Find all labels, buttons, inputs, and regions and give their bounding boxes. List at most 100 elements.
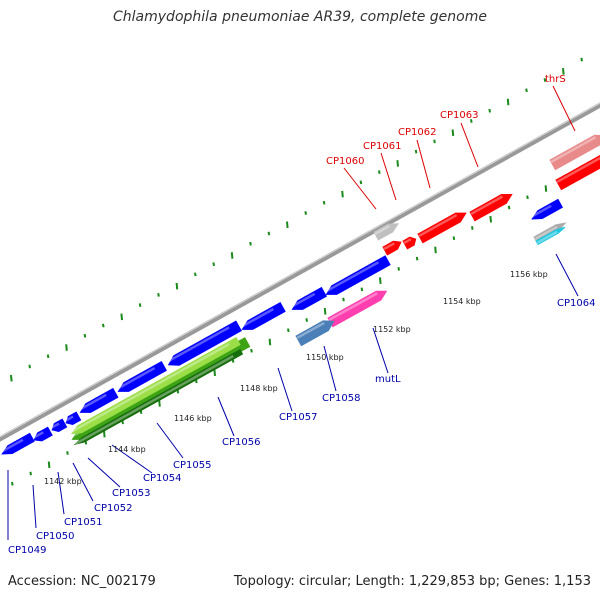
gene-cp1050-shine	[32, 431, 44, 440]
scale-tick	[525, 88, 528, 93]
label-reverse: CP1049	[8, 545, 46, 556]
gene-cp1060-shape	[382, 240, 402, 256]
gene-cp1061-shine	[403, 238, 412, 245]
scale-tick	[103, 430, 106, 438]
gene-cp1051	[50, 418, 68, 433]
scale-tick	[249, 241, 252, 246]
scale-tick	[488, 108, 491, 113]
gene-cp1054	[116, 361, 167, 392]
scale-tick	[562, 67, 565, 75]
scale-tick	[250, 348, 253, 353]
scale-tick	[194, 272, 197, 277]
gene-cp1049-shine	[0, 438, 24, 454]
gene-cp1062-shape	[417, 212, 467, 244]
gene-cp1064-cyan	[535, 226, 566, 246]
scale-tick	[323, 307, 327, 315]
scale-tick	[29, 471, 32, 476]
gene-cp1060	[382, 240, 402, 256]
gene-cp1055-shine	[166, 326, 230, 364]
label-reverse: CP1055	[173, 460, 211, 471]
scale-tick	[470, 119, 473, 123]
map-title: Chlamydophila pneumoniae AR39, complete …	[113, 9, 487, 25]
leader-reverse	[372, 327, 389, 374]
accession-text: Accession: NC_002179	[8, 574, 156, 589]
gene-cp1058-shine	[290, 292, 316, 309]
gene-cp1057	[240, 301, 286, 330]
gene-cp1061-shape	[402, 236, 417, 250]
gene-cp1058b-shine	[324, 261, 380, 294]
gene-cp1055-shape	[167, 320, 242, 366]
scale-tick	[287, 328, 290, 333]
scale-label: 1144 kbp	[108, 445, 146, 454]
scale-tick	[268, 338, 272, 346]
scale-tick	[544, 185, 548, 192]
scale-tick	[286, 221, 289, 229]
scale-tick	[46, 354, 50, 359]
scale-tick	[414, 149, 418, 154]
scale-tick	[415, 256, 419, 261]
gene-cp1056-c-shine	[74, 354, 234, 446]
gene-cp1058b-shape	[325, 255, 391, 295]
label-reverse: CP1050	[36, 531, 74, 542]
scale-tick	[507, 205, 511, 210]
label-reverse: CP1054	[143, 473, 181, 484]
scale-label: 1148 kbp	[240, 384, 278, 393]
scale-tick	[342, 297, 345, 302]
gene-cp1063	[469, 194, 513, 222]
gene-cp1062	[417, 212, 467, 244]
gene-cp1064	[530, 198, 564, 220]
gene-cp1052	[64, 411, 82, 426]
scale-tick	[213, 369, 216, 377]
gene-cp1058b	[324, 255, 391, 295]
scale-tick	[580, 57, 583, 62]
label-reverse: CP1064	[557, 298, 595, 309]
gene-cp1056-b-shine	[70, 342, 230, 434]
label-reverse: CP1053	[112, 488, 150, 499]
scale-tick	[11, 481, 14, 486]
scale-tick	[10, 374, 13, 382]
gene-cp1051-shape	[51, 418, 68, 433]
gene-thrs-shape	[555, 154, 600, 191]
scale-tick	[322, 200, 326, 205]
gene-cp1063-shape	[469, 194, 513, 222]
gene-mutl	[327, 290, 388, 328]
leader-reverse	[217, 396, 235, 437]
gene-cp1055	[166, 320, 242, 366]
scale-tick	[396, 160, 399, 167]
gene-cp1060-shine	[383, 242, 395, 251]
gene-cp1049-shape	[1, 432, 35, 455]
backbone-highlight	[0, 102, 600, 438]
label-forward: CP1063	[440, 110, 478, 121]
scale-tick	[433, 139, 436, 144]
gene-cp1064-cyan-shape	[535, 226, 566, 246]
gene-cp1054-shine	[116, 366, 156, 391]
gene-grey	[373, 223, 399, 241]
gene-mutl-rev-shine	[296, 321, 325, 340]
scale-label: 1150 kbp	[306, 353, 344, 362]
scale-tick	[359, 180, 363, 185]
label-reverse: CP1052	[94, 503, 132, 514]
gene-cp1050-shape	[33, 426, 53, 442]
scale-tick	[65, 344, 68, 351]
gene-cp1053-shine	[78, 393, 107, 412]
gene-mutl-shine	[328, 292, 378, 322]
scale-label: 1142 kbp	[44, 477, 82, 486]
scale-tick	[305, 318, 308, 322]
gene-cp1064-shape	[531, 198, 564, 220]
scale-tick	[379, 277, 382, 284]
gene-cp1063-shine	[470, 195, 504, 216]
scale-tick	[451, 129, 455, 137]
gene-cp1052-shape	[65, 411, 82, 426]
label-forward: CP1062	[398, 127, 436, 138]
scale-tick	[120, 313, 123, 321]
gene-cp1058-shape	[291, 286, 328, 310]
gene-cp1052-shine	[64, 415, 74, 423]
scale-tick	[28, 364, 31, 369]
scale-tick	[102, 323, 105, 328]
label-reverse: mutL	[375, 374, 401, 385]
label-forward: CP1061	[363, 141, 401, 152]
leader-forward	[416, 139, 431, 189]
gene-cp1054-shape	[117, 361, 167, 392]
gene-cp1058	[290, 286, 328, 310]
